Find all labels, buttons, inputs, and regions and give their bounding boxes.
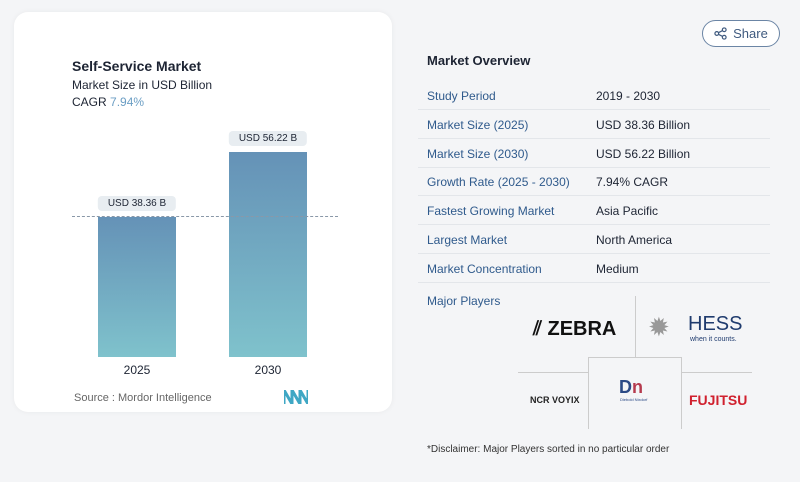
row-label: Largest Market [427,233,508,247]
row-value: USD 38.36 Billion [596,117,691,132]
row-value: 2019 - 2030 [596,89,661,103]
row-label: Market Concentration [427,261,542,276]
chart-subtitle: Market Size in USD Billion [72,78,213,92]
bar-2030 [229,152,307,357]
bar-2025 [98,217,176,357]
row-value: USD 56.22 Billion [596,146,691,161]
cagr-label: CAGR [72,95,107,109]
row-label: Fastest Growing Market [427,204,555,219]
disclaimer: *Disclaimer: Major Players sorted in no … [427,444,670,455]
ncr-voyix-logo: NCR VOYIX [530,395,580,405]
chart-card [14,12,392,412]
share-button[interactable]: Share [702,20,780,47]
major-players-label: Major Players [427,294,501,308]
row-value: 7.94% CAGR [596,175,669,190]
row-label: Study Period [427,89,496,103]
row-value: North America [596,233,673,247]
fujitsu-logo: FUJITSU [689,392,748,408]
row-label: Market Size (2030) [427,146,529,161]
share-icon [714,27,727,40]
data-label: USD 38.36 B [97,196,177,212]
reference-line [72,216,338,217]
logo-box-center [588,357,682,429]
chart-title: Self-Service Market [72,58,202,74]
hess-logo: HESS [688,313,743,335]
hess-sun-icon: ✹ [648,312,670,342]
overview-row: Market Concentration Medium [418,254,770,283]
overview-row: Growth Rate (2025 - 2030) 7.94% CAGR [418,167,770,197]
cagr: CAGR 7.94% [72,95,144,109]
x-tick-label: 2025 [123,363,151,377]
cagr-value: 7.94% [110,95,145,109]
diebold-logo: Diebold Nixdorf [620,397,648,402]
overview-row: Market Size (2025) USD 38.36 Billion [418,110,770,139]
row-value: Asia Pacific [596,204,659,219]
row-label: Market Size (2025) [427,117,529,132]
mordor-logo-icon [284,390,308,404]
share-label: Share [733,26,768,41]
overview-row: Largest Market North America [418,225,770,254]
row-value: Medium [596,261,639,276]
diebold-logo-mark: Dn [619,377,643,397]
zebra-logo: ⫽ ZEBRA [533,318,617,340]
row-label: Growth Rate (2025 - 2030) [427,175,570,190]
overview-row: Market Size (2030) USD 56.22 Billion [418,139,770,168]
source-text: Source : Mordor Intelligence [74,392,212,404]
x-tick-label: 2030 [254,363,282,377]
hess-tagline: when it counts. [690,336,737,343]
overview-title: Market Overview [427,53,531,68]
data-label: USD 56.22 B [228,131,308,146]
overview-row: Fastest Growing Market Asia Pacific [418,196,770,226]
overview-row: Study Period 2019 - 2030 [418,81,770,110]
